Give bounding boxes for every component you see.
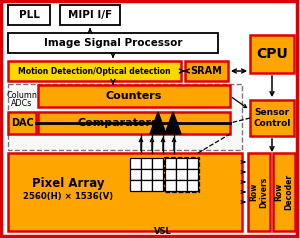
Bar (8, 5, 50, 25)
Text: VSL: VSL (154, 228, 172, 237)
Bar (165, 169, 176, 180)
Bar (185, 61, 228, 81)
Bar (164, 157, 199, 192)
Bar (165, 158, 176, 169)
Bar (8, 153, 242, 231)
Text: Row
Decoder: Row Decoder (274, 174, 294, 210)
Text: Motion Detection/Optical detection: Motion Detection/Optical detection (18, 66, 170, 75)
Text: DAC: DAC (11, 118, 33, 128)
Text: SRAM: SRAM (190, 66, 222, 76)
Text: Pixel Array: Pixel Array (32, 177, 104, 189)
Bar (8, 33, 218, 53)
Bar (152, 169, 163, 180)
Bar (187, 180, 198, 191)
Bar (176, 169, 187, 180)
Bar (176, 158, 187, 169)
Text: 2560(H) × 1536(V): 2560(H) × 1536(V) (23, 193, 113, 202)
Text: Column: Column (7, 90, 38, 99)
Bar (152, 158, 163, 169)
Bar (130, 169, 141, 180)
Bar (187, 169, 198, 180)
Text: Counters: Counters (106, 91, 162, 101)
Bar (141, 158, 152, 169)
Text: Sensor
Control: Sensor Control (253, 108, 291, 128)
Text: Comparators: Comparators (78, 118, 158, 128)
Bar (141, 169, 152, 180)
Bar (130, 180, 141, 191)
Bar (273, 153, 295, 231)
Text: ADCs: ADCs (11, 99, 33, 108)
Bar (176, 180, 187, 191)
Bar (152, 180, 163, 191)
Bar (141, 180, 152, 191)
Bar (8, 61, 181, 81)
Text: CPU: CPU (256, 47, 288, 61)
Bar (187, 158, 198, 169)
Bar (250, 35, 294, 73)
Bar (38, 112, 230, 134)
Text: MIPI I/F: MIPI I/F (68, 10, 112, 20)
Bar (130, 158, 141, 169)
Bar (38, 85, 230, 107)
Polygon shape (165, 112, 181, 134)
Bar (165, 180, 176, 191)
Text: PLL: PLL (19, 10, 39, 20)
Bar (8, 84, 242, 150)
Text: Row
Drivers: Row Drivers (249, 176, 269, 208)
Text: Image Signal Processor: Image Signal Processor (44, 38, 182, 48)
Bar (248, 153, 270, 231)
Bar (8, 112, 36, 134)
Polygon shape (150, 112, 166, 134)
Bar (250, 100, 294, 136)
Bar (60, 5, 120, 25)
